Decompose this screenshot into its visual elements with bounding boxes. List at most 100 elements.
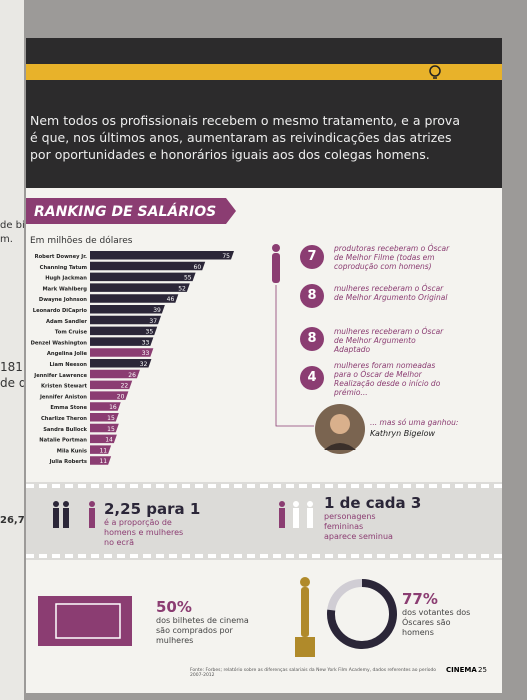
bulb-icon xyxy=(429,65,441,79)
bar xyxy=(90,434,117,444)
value-label: 32 xyxy=(140,361,148,368)
bar xyxy=(90,272,196,282)
ratio-text: é a proporção de homens e mulheres no ec… xyxy=(104,518,184,547)
bar xyxy=(90,391,129,400)
category-label: Adam Sandler xyxy=(46,319,87,325)
category-label: Tom Cruise xyxy=(55,330,88,336)
bar xyxy=(90,423,119,433)
folio-page: 25 xyxy=(478,666,487,674)
bar xyxy=(90,380,133,390)
value-label: 20 xyxy=(117,393,125,400)
chart-title: RANKING DE SALÁRIOS xyxy=(34,203,216,220)
winner-text: ... mas só uma ganhou: xyxy=(370,418,459,427)
fragment: 181 milh xyxy=(0,360,24,374)
category-label: Mila Kunis xyxy=(57,448,87,454)
stat-number: 4 xyxy=(300,366,324,390)
chart-subtitle: Em milhões de dólares xyxy=(30,235,133,246)
stat-number: 8 xyxy=(300,327,324,351)
category-label: Dwayne Johnson xyxy=(39,297,87,303)
value-label: 60 xyxy=(194,264,202,271)
ticket-icon xyxy=(38,596,132,646)
bar xyxy=(90,348,154,357)
value-label: 33 xyxy=(142,350,150,357)
category-label: Jennifer Aniston xyxy=(39,394,87,400)
stat-text: mulheres receberam o Óscar de Melhor Arg… xyxy=(334,284,448,302)
connector xyxy=(272,244,314,427)
donut-arc xyxy=(327,579,397,649)
category-label: Jennifer Lawrence xyxy=(33,373,87,379)
nudity-headline: 1 de cada 3 xyxy=(324,494,422,512)
value-label: 11 xyxy=(99,458,107,465)
value-label: 55 xyxy=(184,275,192,282)
oscar-statue xyxy=(295,577,315,657)
bar xyxy=(90,445,112,454)
bar xyxy=(90,456,112,465)
category-label: Julia Roberts xyxy=(49,459,87,465)
category-label: Mark Wahlberg xyxy=(43,286,88,292)
value-label: 75 xyxy=(222,253,230,260)
value-label: 22 xyxy=(121,383,129,390)
category-label: Denzel Washington xyxy=(31,340,88,346)
film-edges xyxy=(26,484,502,558)
intro: Nem todos os profissionais recebem o mes… xyxy=(30,113,460,162)
bar xyxy=(90,402,121,411)
value-label: 39 xyxy=(153,307,161,314)
value-label: 15 xyxy=(107,415,115,422)
voters-headline: 77% xyxy=(402,590,438,608)
category-label: Charlize Theron xyxy=(41,416,87,422)
voters-text: dos votantes dos Óscares são homens xyxy=(402,608,471,637)
bar xyxy=(90,369,140,379)
nudity-text: personagens femininas aparece seminua xyxy=(324,512,393,541)
value-label: 16 xyxy=(109,404,117,411)
value-label: 52 xyxy=(178,285,186,292)
category-label: Robert Downey Jr. xyxy=(35,254,87,260)
folio-section: CINEMA xyxy=(446,666,477,674)
value-label: 33 xyxy=(142,339,150,346)
value-label: 14 xyxy=(105,437,113,444)
stats-band xyxy=(26,482,502,560)
fragment: de bilhete xyxy=(0,220,24,231)
salary-chart: RANKING DE SALÁRIOS Em milhões de dólare… xyxy=(26,198,236,465)
bar xyxy=(90,305,165,314)
value-label: 11 xyxy=(99,447,107,454)
fragment: de dólare xyxy=(0,376,24,390)
stripe xyxy=(26,64,502,80)
value-label: 26 xyxy=(128,372,136,379)
header xyxy=(26,38,502,188)
fragment: m. xyxy=(0,234,13,245)
bar xyxy=(90,326,158,336)
bar xyxy=(90,294,179,303)
value-label: 37 xyxy=(149,318,157,325)
stat-text: produtoras receberam o Óscar de Melhor F… xyxy=(334,244,450,271)
value-label: 15 xyxy=(107,426,115,433)
category-label: Angelina Jolie xyxy=(47,351,88,357)
category-label: Hugh Jackman xyxy=(45,276,87,282)
previous-page: de bilhete m. 181 milh de dólare 26,7 xyxy=(0,0,24,700)
bar xyxy=(90,261,206,271)
bar xyxy=(90,359,152,368)
ratio-headline: 2,25 para 1 xyxy=(104,500,201,518)
category-label: Emma Stone xyxy=(50,405,87,411)
stat-number: 8 xyxy=(300,284,324,308)
stat-text: mulheres receberam o Óscar de Melhor Arg… xyxy=(334,327,444,354)
bar xyxy=(90,337,154,346)
tickets-text: dos bilhetes de cinema são comprados por… xyxy=(156,616,249,645)
stat-text: mulheres foram nomeadas para o Óscar de … xyxy=(334,361,441,397)
voters-donut xyxy=(327,579,397,649)
bar xyxy=(90,413,119,422)
bar xyxy=(90,251,234,260)
bar xyxy=(90,283,190,292)
tickets-headline: 50% xyxy=(156,598,192,616)
category-label: Channing Tatum xyxy=(40,265,87,271)
value-label: 35 xyxy=(146,329,154,336)
category-label: Sandra Bullock xyxy=(43,427,87,433)
category-label: Liam Neeson xyxy=(49,362,87,368)
bar xyxy=(90,315,162,325)
title-banner xyxy=(26,198,236,224)
category-label: Kristen Stewart xyxy=(41,384,88,390)
category-label: Leonardo DiCaprio xyxy=(33,308,88,314)
stat-number: 7 xyxy=(300,245,324,269)
value-label: 46 xyxy=(167,296,175,303)
category-label: Natalie Portman xyxy=(39,438,87,444)
